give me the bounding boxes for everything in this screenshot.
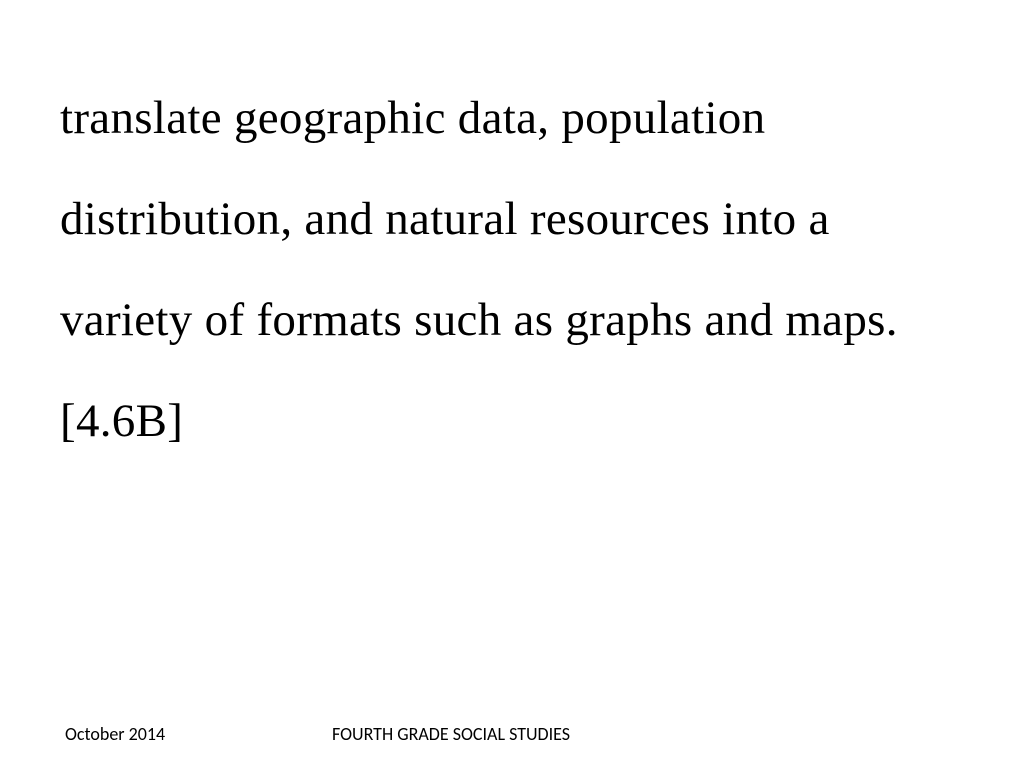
footer-date: October 2014: [65, 723, 165, 745]
footer-title: FOURTH GRADE SOCIAL STUDIES: [332, 723, 570, 745]
slide-content-area: translate geographic data, population di…: [60, 68, 964, 472]
slide-main-text: translate geographic data, population di…: [60, 68, 964, 472]
